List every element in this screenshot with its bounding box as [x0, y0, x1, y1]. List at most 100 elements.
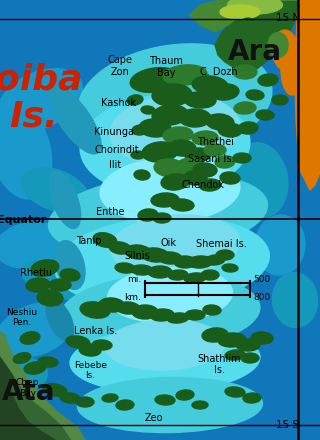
- Ellipse shape: [255, 215, 305, 275]
- Ellipse shape: [132, 305, 158, 319]
- Ellipse shape: [70, 327, 260, 392]
- Text: Thaum
Bay: Thaum Bay: [149, 56, 183, 78]
- Ellipse shape: [234, 102, 256, 114]
- Ellipse shape: [185, 148, 211, 162]
- Ellipse shape: [168, 140, 196, 156]
- Ellipse shape: [184, 92, 216, 108]
- Ellipse shape: [79, 344, 101, 356]
- Ellipse shape: [0, 357, 47, 392]
- Ellipse shape: [31, 260, 59, 276]
- Ellipse shape: [110, 215, 240, 275]
- Ellipse shape: [131, 151, 145, 159]
- Ellipse shape: [225, 350, 245, 360]
- Ellipse shape: [242, 18, 254, 26]
- Ellipse shape: [225, 387, 245, 397]
- Text: Cape
Zon: Cape Zon: [108, 55, 132, 77]
- Ellipse shape: [142, 142, 178, 162]
- Ellipse shape: [273, 30, 298, 70]
- Ellipse shape: [192, 131, 218, 145]
- Ellipse shape: [202, 328, 228, 342]
- Ellipse shape: [193, 163, 217, 177]
- Ellipse shape: [46, 299, 74, 341]
- Ellipse shape: [243, 393, 261, 403]
- Ellipse shape: [60, 393, 80, 403]
- Ellipse shape: [184, 273, 206, 283]
- Ellipse shape: [0, 69, 83, 132]
- Ellipse shape: [168, 270, 188, 280]
- Text: Equator: Equator: [0, 215, 46, 225]
- Ellipse shape: [192, 401, 208, 409]
- Text: Shemai Is.: Shemai Is.: [196, 239, 247, 249]
- Text: 800: 800: [253, 293, 270, 303]
- Ellipse shape: [174, 256, 196, 268]
- Text: Neshiu
Pen.: Neshiu Pen.: [6, 308, 37, 327]
- Ellipse shape: [256, 110, 274, 120]
- Text: Chorindit: Chorindit: [94, 145, 139, 154]
- Ellipse shape: [255, 29, 265, 35]
- Ellipse shape: [236, 339, 260, 351]
- Text: Thethei: Thethei: [197, 137, 235, 147]
- Text: Ilit: Ilit: [109, 160, 121, 170]
- Text: 15 S: 15 S: [276, 420, 300, 429]
- Ellipse shape: [125, 245, 151, 259]
- Ellipse shape: [0, 222, 65, 268]
- Ellipse shape: [80, 302, 110, 318]
- Ellipse shape: [108, 268, 232, 323]
- Ellipse shape: [216, 250, 234, 260]
- Ellipse shape: [37, 290, 63, 306]
- Ellipse shape: [152, 105, 188, 125]
- Ellipse shape: [192, 76, 228, 94]
- Ellipse shape: [268, 33, 288, 58]
- Ellipse shape: [152, 84, 192, 106]
- Ellipse shape: [38, 357, 58, 367]
- Ellipse shape: [187, 256, 213, 268]
- Text: Zeo: Zeo: [144, 413, 163, 423]
- Ellipse shape: [110, 95, 240, 165]
- Ellipse shape: [151, 193, 179, 207]
- Ellipse shape: [233, 153, 251, 163]
- Ellipse shape: [24, 362, 46, 374]
- Text: Chendok: Chendok: [182, 180, 225, 190]
- Ellipse shape: [155, 395, 175, 405]
- Ellipse shape: [92, 340, 112, 350]
- Ellipse shape: [177, 158, 203, 172]
- Ellipse shape: [163, 65, 207, 85]
- Ellipse shape: [49, 86, 101, 154]
- Text: Loiba: Loiba: [0, 62, 83, 96]
- Text: Ara: Ara: [228, 38, 281, 66]
- Ellipse shape: [76, 397, 94, 407]
- Ellipse shape: [127, 95, 143, 105]
- Ellipse shape: [241, 37, 249, 43]
- Ellipse shape: [55, 241, 85, 290]
- Ellipse shape: [225, 26, 235, 33]
- Ellipse shape: [232, 143, 288, 217]
- Ellipse shape: [77, 378, 262, 433]
- Ellipse shape: [102, 394, 118, 402]
- Ellipse shape: [218, 333, 246, 347]
- Ellipse shape: [167, 313, 189, 323]
- Ellipse shape: [130, 68, 180, 92]
- Ellipse shape: [161, 174, 189, 190]
- Ellipse shape: [60, 274, 260, 350]
- Ellipse shape: [258, 74, 278, 86]
- Ellipse shape: [206, 114, 234, 130]
- Ellipse shape: [21, 260, 99, 300]
- Ellipse shape: [99, 298, 125, 312]
- Ellipse shape: [141, 106, 155, 114]
- Polygon shape: [190, 0, 298, 32]
- Text: Febebe
Is.: Febebe Is.: [74, 361, 107, 380]
- Ellipse shape: [0, 303, 74, 357]
- Text: Silnis: Silnis: [125, 251, 150, 261]
- Ellipse shape: [211, 84, 239, 100]
- Ellipse shape: [0, 101, 52, 199]
- Ellipse shape: [228, 0, 283, 14]
- Text: km.: km.: [124, 293, 141, 303]
- Ellipse shape: [220, 172, 240, 184]
- Ellipse shape: [233, 65, 257, 79]
- Ellipse shape: [251, 332, 273, 344]
- Ellipse shape: [132, 125, 148, 135]
- Text: Oik: Oik: [161, 238, 177, 248]
- Ellipse shape: [199, 179, 221, 191]
- Text: Kashok: Kashok: [101, 99, 136, 108]
- Text: Chep
Bay: Chep Bay: [15, 378, 39, 398]
